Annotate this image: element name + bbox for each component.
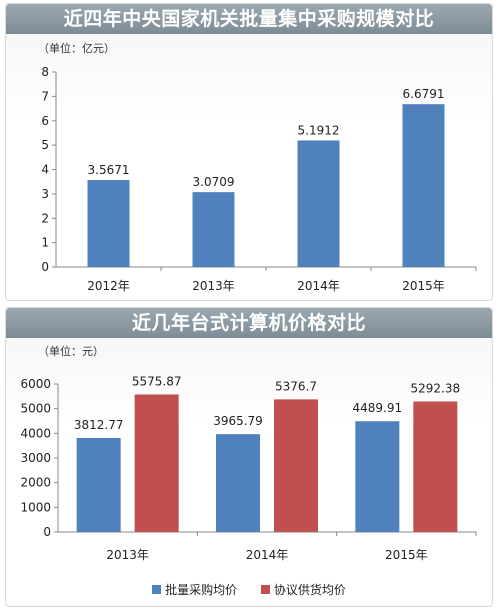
data-label: 6.6791 xyxy=(403,87,445,101)
legend-item-batch: 批量采购均价 xyxy=(152,581,237,598)
legend-swatch-red xyxy=(260,585,270,594)
bar xyxy=(297,140,340,267)
bar-chart-procurement-scale: 0 1 2 3 4 5 6 7 8 3.5671 2012年 3.0709 2013年 5.1912 201… xyxy=(41,65,477,293)
y-tick-label: 1000 xyxy=(20,500,51,514)
y-tick-label: 1 xyxy=(41,236,49,250)
y-tick-label: 0 xyxy=(41,260,49,274)
x-tick-label: 2015年 xyxy=(402,279,445,293)
bar-batch xyxy=(216,434,260,532)
x-tick-label: 2012年 xyxy=(87,279,130,293)
unit-label: （单位：亿元） xyxy=(38,42,115,55)
data-label: 5575.87 xyxy=(132,374,182,388)
bar xyxy=(192,192,235,267)
data-label: 4489.91 xyxy=(353,401,403,415)
bar-agreement xyxy=(413,401,458,532)
y-tick-label: 6 xyxy=(41,114,49,128)
y-tick-label: 2 xyxy=(41,211,49,225)
y-tick-label: 5000 xyxy=(20,402,51,416)
chart-title: 近四年中央国家机关批量集中采购规模对比 xyxy=(6,4,492,34)
y-tick-label: 2000 xyxy=(20,476,51,490)
data-label: 3812.77 xyxy=(74,418,124,432)
y-tick-label: 3 xyxy=(41,187,49,201)
data-label: 5376.7 xyxy=(275,379,317,393)
y-tick-label: 6000 xyxy=(20,377,51,391)
x-tick-label: 2013年 xyxy=(192,279,235,293)
legend-item-agreement: 协议供货均价 xyxy=(260,581,346,598)
legend-label: 批量采购均价 xyxy=(165,583,238,597)
data-label: 3.5671 xyxy=(88,163,130,177)
y-tick-label: 5 xyxy=(41,138,49,152)
bar-batch xyxy=(76,437,121,532)
bar-agreement xyxy=(274,399,318,532)
x-tick-label: 2014年 xyxy=(297,279,340,293)
y-tick-label: 3000 xyxy=(20,451,51,465)
y-tick-label: 8 xyxy=(41,65,49,79)
bar xyxy=(87,180,130,267)
chart-panel-desktop-price: 近几年台式计算机价格对比 （单位：元） 0 1000 2000 3000 4000 500… xyxy=(5,307,493,607)
chart-title: 近几年台式计算机价格对比 xyxy=(6,308,492,338)
data-label: 5292.38 xyxy=(411,381,461,395)
x-tick-label: 2015年 xyxy=(385,548,428,562)
legend: 批量采购均价 协议供货均价 xyxy=(6,581,492,598)
data-label: 3965.79 xyxy=(213,414,263,428)
legend-swatch-blue xyxy=(152,585,162,594)
legend-label: 协议供货均价 xyxy=(273,583,346,597)
bar xyxy=(402,104,445,268)
x-tick-label: 2014年 xyxy=(246,548,289,562)
y-tick-label: 4 xyxy=(41,163,49,177)
x-tick-label: 2013年 xyxy=(106,548,149,562)
unit-label: （单位：元） xyxy=(38,345,104,358)
data-label: 5.1912 xyxy=(298,123,340,137)
bar-batch xyxy=(355,421,400,532)
y-tick-label: 4000 xyxy=(20,426,51,440)
bar-agreement xyxy=(134,394,179,532)
y-tick-label: 0 xyxy=(43,525,51,539)
y-tick-label: 7 xyxy=(41,89,49,103)
data-label: 3.0709 xyxy=(193,175,235,189)
bar-chart-desktop-price: 0 1000 2000 3000 4000 5000 6000 3812.77 5575.87 2… xyxy=(20,374,477,562)
chart-panel-procurement-scale: 近四年中央国家机关批量集中采购规模对比 （单位：亿元） 0 1 2 3 4 5 6 7 8 3.5… xyxy=(5,3,493,301)
